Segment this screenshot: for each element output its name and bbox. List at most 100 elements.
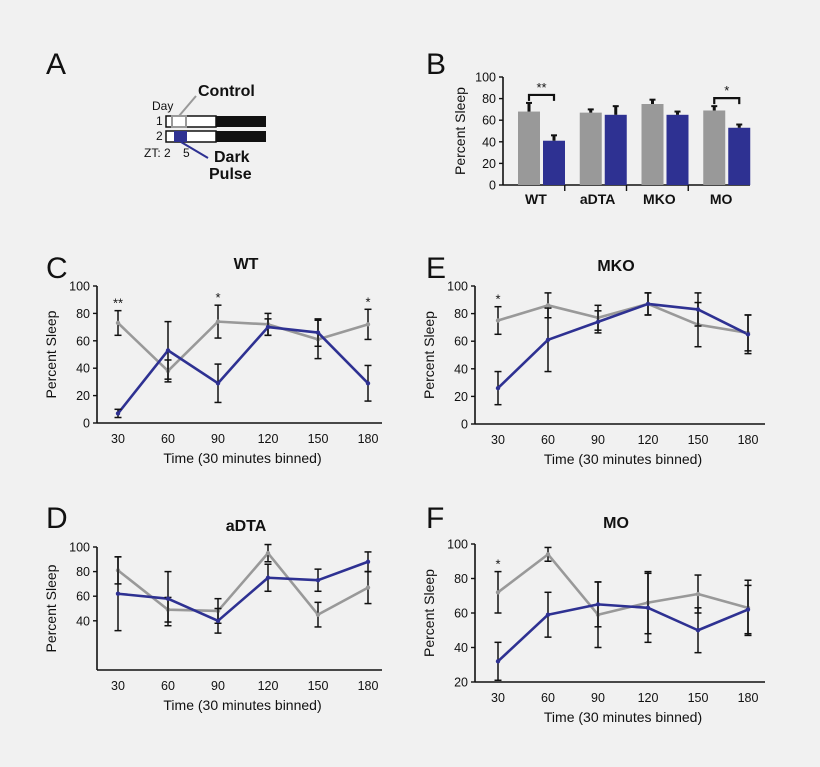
x-axis-label: Time (30 minutes binned) <box>163 697 321 713</box>
data-point-dark_pulse <box>495 659 501 664</box>
panel-e: E 0 20 40 60 80 100 Percent Sleep MKO 30 60 90 120 15… <box>421 252 765 467</box>
x-tick-label: 150 <box>688 691 709 705</box>
data-point-control <box>265 550 271 556</box>
group-label: WT <box>525 191 547 207</box>
y-tick-label: 80 <box>454 572 468 586</box>
data-point-dark_pulse <box>745 607 751 612</box>
y-tick-label: 100 <box>69 280 90 294</box>
significance-star: * <box>495 292 500 307</box>
x-tick-label: 60 <box>541 433 555 447</box>
data-point-control <box>215 319 221 324</box>
x-tick-label: 60 <box>161 679 175 693</box>
y-tick-label: 20 <box>482 157 496 171</box>
data-point-dark_pulse <box>695 307 701 312</box>
panel-a: A Day 1 2 Control ZT: 2 5 Dark Pulse <box>46 48 266 183</box>
y-tick-label: 100 <box>475 71 496 85</box>
panel-title: aDTA <box>226 518 267 535</box>
series-line-control <box>497 553 749 617</box>
bar-dark_pulse <box>728 127 751 185</box>
data-point-dark_pulse <box>545 612 551 617</box>
significance-star: * <box>365 294 370 309</box>
data-point-control <box>315 612 321 617</box>
group-label: MKO <box>643 191 676 207</box>
y-tick-label: 20 <box>454 676 468 690</box>
significance-bracket <box>713 97 741 105</box>
data-point-dark_pulse <box>215 618 221 623</box>
significance-star: * <box>215 290 220 305</box>
x-tick-label: 90 <box>591 433 605 447</box>
x-tick-label: 60 <box>541 691 555 705</box>
y-tick-label: 0 <box>461 418 468 432</box>
y-tick-label: 60 <box>76 334 90 348</box>
data-point-control <box>495 590 501 595</box>
y-axis-label: Percent Sleep <box>43 564 59 652</box>
bar-dark_pulse <box>666 114 689 185</box>
y-tick-label: 40 <box>76 362 90 376</box>
y-axis-label: Percent Sleep <box>43 310 59 398</box>
data-point-dark_pulse <box>165 348 171 353</box>
panel-title: WT <box>234 256 259 273</box>
y-tick-label: 60 <box>76 590 90 604</box>
panel-letter-c: C <box>46 252 68 285</box>
group-label: aDTA <box>580 191 616 207</box>
data-point-dark_pulse <box>315 578 321 583</box>
y-tick-label: 0 <box>489 179 496 193</box>
x-tick-label: 180 <box>358 432 379 446</box>
x-tick-label: 120 <box>638 691 659 705</box>
x-tick-label: 150 <box>308 679 329 693</box>
data-point-dark_pulse <box>595 602 601 607</box>
panel-letter-a: A <box>46 48 66 81</box>
y-axis-label: Percent Sleep <box>421 311 437 399</box>
data-point-dark_pulse <box>645 605 651 611</box>
data-point-dark_pulse <box>165 596 171 601</box>
data-point-dark_pulse <box>115 591 121 596</box>
x-tick-label: 30 <box>491 433 505 447</box>
x-axis-label: Time (30 minutes binned) <box>163 450 321 466</box>
y-tick-label: 80 <box>482 92 496 106</box>
series-line-dark_pulse <box>497 603 749 663</box>
y-tick-label: 80 <box>76 307 90 321</box>
x-tick-label: 60 <box>161 432 175 446</box>
y-tick-label: 40 <box>482 135 496 149</box>
bar-dark_pulse <box>543 140 565 185</box>
series-line-dark_pulse <box>116 325 369 415</box>
bar-control <box>579 112 602 185</box>
y-tick-label: 20 <box>76 389 90 403</box>
series-line-dark_pulse <box>117 560 369 623</box>
x-tick-label: 150 <box>308 432 329 446</box>
data-point-dark_pulse <box>645 301 651 307</box>
y-tick-label: 60 <box>454 335 468 349</box>
x-tick-label: 120 <box>258 432 279 446</box>
bar-dark_pulse <box>604 114 627 185</box>
x-axis-label: Time (30 minutes binned) <box>544 451 702 467</box>
y-axis-label: Percent Sleep <box>421 569 437 657</box>
y-tick-label: 40 <box>454 362 468 376</box>
dark-label-line-2: Pulse <box>209 166 252 183</box>
day-row-1-label: 1 <box>156 114 163 128</box>
day-label: Day <box>152 99 173 113</box>
x-axis-label: Time (30 minutes binned) <box>544 709 702 725</box>
data-point-dark_pulse <box>115 411 121 416</box>
significance-bracket <box>527 93 556 101</box>
y-tick-label: 80 <box>76 565 90 579</box>
data-point-dark_pulse <box>495 385 501 391</box>
significance-star: ** <box>113 296 123 311</box>
panel-c: C 0 20 40 60 80 100 Percent Sleep WT 30 60 90 120 150… <box>43 252 382 466</box>
x-tick-label: 30 <box>111 432 125 446</box>
y-tick-label: 60 <box>454 607 468 621</box>
data-point-dark_pulse <box>265 575 271 580</box>
y-axis-label: Percent Sleep <box>452 87 468 175</box>
panel-letter-e: E <box>426 252 446 285</box>
control-label: Control <box>198 83 255 100</box>
day-2-light-bar <box>165 130 217 143</box>
x-tick-label: 30 <box>111 679 125 693</box>
data-point-control <box>695 591 701 597</box>
y-tick-label: 100 <box>447 538 468 552</box>
day-1-dark-bar <box>216 116 266 127</box>
x-tick-label: 180 <box>738 691 759 705</box>
panel-f: F 20 40 60 80 100 Percent Sleep MO 30 60 90 120 150 1… <box>421 502 765 725</box>
day-row-2-label: 2 <box>156 129 163 143</box>
y-tick-label: 100 <box>447 280 468 294</box>
